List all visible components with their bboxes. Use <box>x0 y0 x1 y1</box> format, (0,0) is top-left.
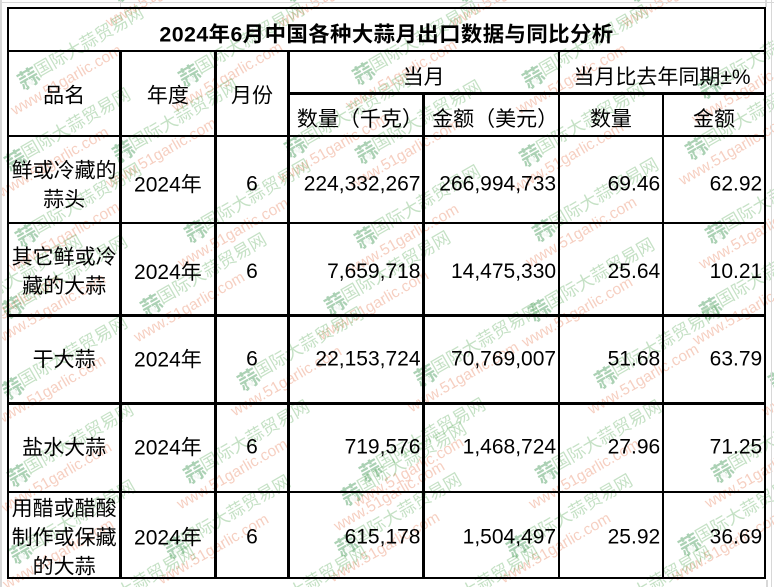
svg-text:蒜: 蒜 <box>451 0 484 8</box>
svg-text:蒜: 蒜 <box>763 361 774 397</box>
svg-text:蒜: 蒜 <box>623 0 656 8</box>
svg-text:www.51garlic.com: www.51garlic.com <box>747 582 774 587</box>
svg-text:蒜: 蒜 <box>107 0 140 8</box>
svg-text:蒜: 蒜 <box>279 0 312 8</box>
